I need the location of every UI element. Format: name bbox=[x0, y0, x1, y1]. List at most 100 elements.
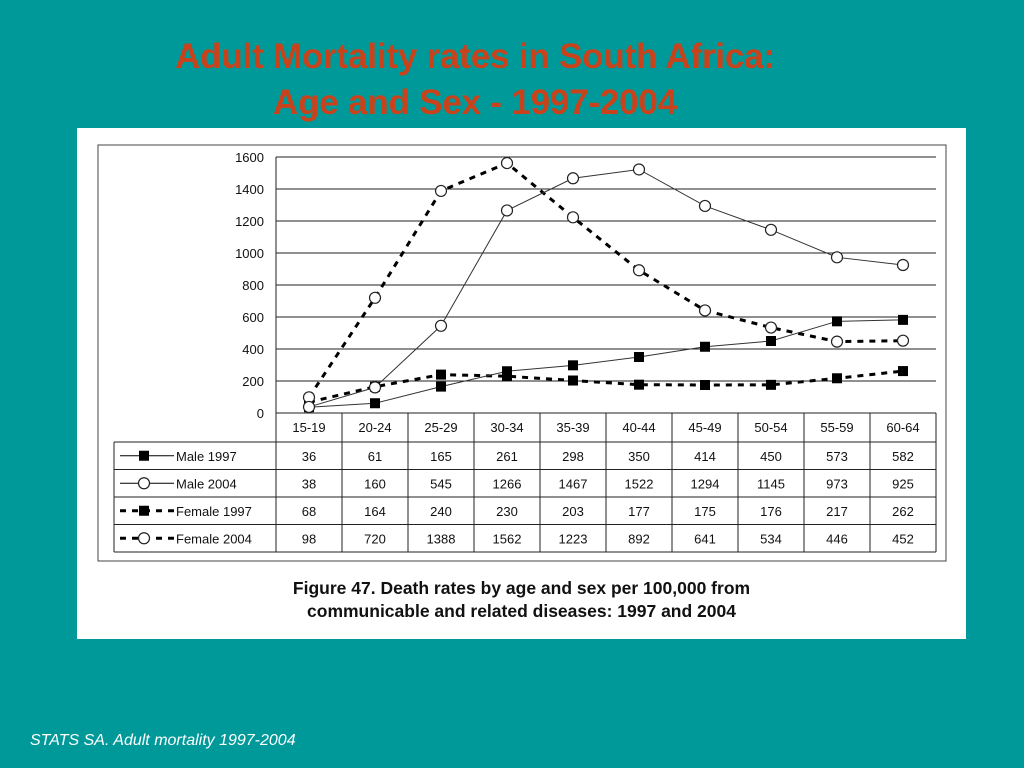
table-cell-value: 261 bbox=[496, 449, 518, 464]
x-tick-label: 30-34 bbox=[490, 420, 523, 435]
y-tick-label: 1400 bbox=[235, 182, 264, 197]
x-tick-label: 55-59 bbox=[820, 420, 853, 435]
line-chart: 0 200 400 600 800 1000 1200 1400 1600 15-19 20-24 2… bbox=[97, 144, 947, 562]
data-point bbox=[898, 366, 908, 377]
data-point bbox=[436, 381, 446, 392]
data-point bbox=[700, 341, 710, 352]
table-cell-value: 720 bbox=[364, 531, 386, 546]
x-tick-label: 20-24 bbox=[358, 420, 391, 435]
table-cell-value: 217 bbox=[826, 504, 848, 519]
legend-key-marker bbox=[137, 477, 151, 490]
data-point bbox=[502, 366, 512, 377]
table-cell-value: 414 bbox=[694, 449, 716, 464]
data-point bbox=[700, 380, 710, 390]
table-cell-value: 165 bbox=[430, 449, 452, 464]
table-cell-value: 641 bbox=[694, 531, 716, 546]
data-point bbox=[436, 369, 446, 380]
x-tick-label: 15-19 bbox=[292, 420, 325, 435]
y-tick-label: 1600 bbox=[235, 150, 264, 165]
table-cell-value: 573 bbox=[826, 449, 848, 464]
y-tick-label: 400 bbox=[242, 342, 264, 357]
data-point bbox=[766, 379, 776, 390]
table-cell-value: 98 bbox=[302, 531, 316, 546]
table-cell-value: 1562 bbox=[493, 531, 522, 546]
data-point bbox=[764, 321, 778, 334]
table-cell-value: 203 bbox=[562, 504, 584, 519]
table-cell-value: 450 bbox=[760, 449, 782, 464]
legend-key-marker bbox=[139, 450, 149, 461]
data-point bbox=[832, 316, 842, 327]
figure-caption: Figure 47. Death rates by age and sex pe… bbox=[77, 577, 966, 623]
table-cell-value: 36 bbox=[302, 449, 316, 464]
table-cell-value: 582 bbox=[892, 449, 914, 464]
data-point bbox=[830, 335, 844, 348]
table-cell-value: 545 bbox=[430, 476, 452, 491]
x-tick-label: 50-54 bbox=[754, 420, 787, 435]
table-cell-value: 160 bbox=[364, 476, 386, 491]
table-cell-value: 38 bbox=[302, 476, 316, 491]
table-cell-value: 175 bbox=[694, 504, 716, 519]
y-tick-label: 0 bbox=[257, 406, 264, 421]
table-cell-value: 1266 bbox=[493, 476, 522, 491]
data-point bbox=[566, 211, 580, 224]
data-point bbox=[634, 352, 644, 362]
legend-label: Female 2004 bbox=[176, 531, 252, 546]
table-cell-value: 1145 bbox=[757, 476, 785, 491]
legend-key-marker bbox=[137, 532, 151, 545]
table-cell-value: 350 bbox=[628, 449, 650, 464]
table-cell-value: 892 bbox=[628, 531, 650, 546]
series-line-male-2004 bbox=[308, 168, 904, 408]
data-point bbox=[566, 172, 580, 185]
table-cell-value: 176 bbox=[760, 504, 782, 519]
data-point bbox=[698, 199, 712, 213]
table-cell-value: 452 bbox=[892, 531, 914, 546]
data-point bbox=[500, 156, 514, 170]
table-cell-value: 61 bbox=[368, 449, 382, 464]
figure-frame bbox=[97, 144, 947, 562]
table-cell-value: 230 bbox=[496, 504, 518, 519]
table-cell-value: 1522 bbox=[625, 476, 654, 491]
data-point bbox=[368, 381, 382, 394]
table-cell-value: 1294 bbox=[691, 476, 720, 491]
figure-panel: 0 200 400 600 800 1000 1200 1400 1600 15-19 20-24 2… bbox=[77, 128, 966, 639]
y-tick-label: 600 bbox=[242, 310, 264, 325]
table-cell-value: 68 bbox=[302, 504, 316, 519]
data-point bbox=[500, 204, 514, 217]
legend-key-marker bbox=[139, 505, 149, 516]
legend-label: Male 1997 bbox=[176, 449, 237, 464]
table-cell-value: 240 bbox=[430, 504, 452, 519]
data-point bbox=[434, 184, 448, 198]
slide-title-line2: Age and Sex - 1997-2004 bbox=[273, 83, 677, 122]
data-point bbox=[632, 264, 646, 277]
data-point bbox=[634, 379, 644, 390]
data-point bbox=[896, 334, 910, 347]
y-tick-label: 200 bbox=[242, 374, 264, 389]
table-cell-value: 973 bbox=[826, 476, 848, 491]
legend-label: Female 1997 bbox=[176, 504, 252, 519]
table-cell-value: 1467 bbox=[559, 476, 588, 491]
data-point bbox=[368, 291, 382, 304]
data-point bbox=[898, 314, 908, 325]
table-cell-value: 177 bbox=[628, 504, 650, 519]
data-point bbox=[764, 223, 778, 236]
table-cell-value: 534 bbox=[760, 531, 782, 546]
data-point bbox=[370, 398, 380, 409]
figure-caption-line2: communicable and related diseases: 1997 … bbox=[307, 601, 736, 621]
x-tick-label: 35-39 bbox=[556, 420, 589, 435]
table-cell-value: 1388 bbox=[427, 531, 456, 546]
data-point bbox=[302, 400, 316, 414]
x-tick-label: 25-29 bbox=[424, 420, 457, 435]
slide-title: Adult Mortality rates in South Africa: A… bbox=[0, 34, 950, 126]
table-cell-value: 1223 bbox=[559, 531, 588, 546]
table-cell-value: 298 bbox=[562, 449, 584, 464]
x-tick-label: 45-49 bbox=[688, 420, 721, 435]
data-point bbox=[832, 373, 842, 384]
source-footer: STATS SA. Adult mortality 1997-2004 bbox=[30, 732, 296, 749]
slide-title-line1: Adult Mortality rates in South Africa: bbox=[175, 37, 775, 76]
data-point bbox=[830, 251, 844, 264]
series-line-male-1997 bbox=[308, 319, 904, 408]
data-point bbox=[766, 336, 776, 346]
series-line-female-1997 bbox=[308, 369, 904, 404]
table-cell-value: 925 bbox=[892, 476, 914, 491]
data-point bbox=[568, 360, 578, 371]
